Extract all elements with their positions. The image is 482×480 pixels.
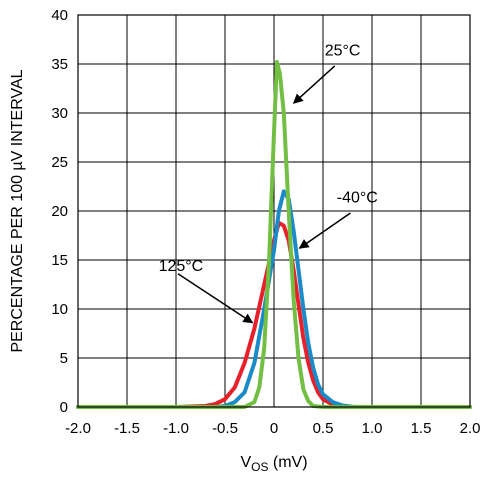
x-tick-label: 1.5 bbox=[411, 420, 432, 437]
x-tick-label: 1.0 bbox=[362, 420, 383, 437]
y-tick-label: 0 bbox=[60, 399, 68, 416]
annotation-label-125c: 125°C bbox=[159, 258, 204, 275]
grid bbox=[78, 15, 470, 407]
x-tick-label: 2.0 bbox=[460, 420, 481, 437]
annotation-arrow-125c bbox=[177, 273, 254, 324]
x-tick-label: -0.5 bbox=[212, 420, 238, 437]
annotation-label-25c: 25°C bbox=[325, 42, 361, 59]
x-axis-label-sub: OS bbox=[251, 460, 268, 474]
x-tick-label: -1.5 bbox=[114, 420, 140, 437]
y-tick-label: 30 bbox=[51, 105, 68, 122]
ticks: -2.0 -1.5 -1.0 -0.5 0 0.5 1.0 1.5 2.0 0 5 10 15 20 25 3… bbox=[51, 7, 480, 437]
annotation-arrow-40c bbox=[298, 212, 351, 249]
series-line-25c bbox=[76, 60, 472, 409]
y-tick-label: 35 bbox=[51, 56, 68, 73]
annotations: 25°C -40°C 125°C bbox=[159, 42, 378, 324]
x-tick-label: 0 bbox=[270, 420, 278, 437]
x-axis-label-suffix: (mV) bbox=[268, 454, 307, 471]
y-tick-label: 10 bbox=[51, 301, 68, 318]
y-tick-label: 25 bbox=[51, 154, 68, 171]
x-tick-label: -2.0 bbox=[65, 420, 91, 437]
series-layer bbox=[76, 60, 472, 409]
plot-frame bbox=[77, 14, 471, 408]
y-tick-label: 40 bbox=[51, 7, 68, 24]
annotation-arrow-25c bbox=[292, 65, 336, 104]
x-tick-label: -1.0 bbox=[163, 420, 189, 437]
annotation-label-40c: -40°C bbox=[337, 189, 378, 206]
x-axis-label: VOS (mV) bbox=[240, 454, 307, 474]
y-tick-label: 5 bbox=[60, 350, 68, 367]
series-line-40c bbox=[76, 189, 472, 409]
x-axis-label-main: V bbox=[240, 454, 251, 471]
y-tick-label: 20 bbox=[51, 203, 68, 220]
series-line-125c bbox=[76, 220, 472, 409]
y-tick-label: 15 bbox=[51, 252, 68, 269]
y-axis-label: PERCENTAGE PER 100 µV INTERVAL bbox=[9, 69, 26, 352]
x-tick-label: 0.5 bbox=[313, 420, 334, 437]
